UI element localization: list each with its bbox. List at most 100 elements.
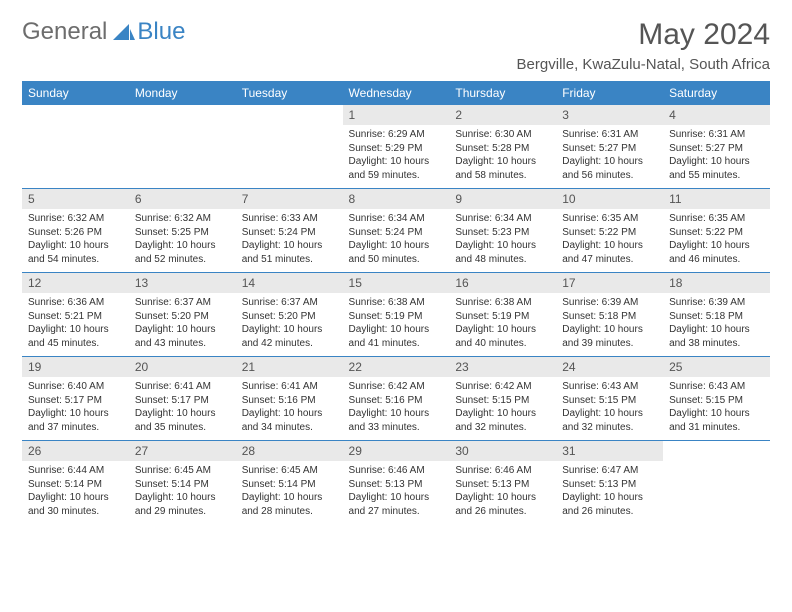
sunrise-text: Sunrise: 6:45 AM <box>242 464 337 478</box>
day-detail-cell: Sunrise: 6:43 AMSunset: 5:15 PMDaylight:… <box>663 377 770 441</box>
daylight-text: Daylight: 10 hours and 41 minutes. <box>349 323 444 350</box>
sunrise-text: Sunrise: 6:36 AM <box>28 296 123 310</box>
weekday-wednesday: Wednesday <box>343 81 450 105</box>
sunrise-text: Sunrise: 6:32 AM <box>135 212 230 226</box>
sunrise-text: Sunrise: 6:34 AM <box>349 212 444 226</box>
day-number-cell: 26 <box>22 441 129 461</box>
day-number-cell: 24 <box>556 357 663 377</box>
day-detail-cell: Sunrise: 6:35 AMSunset: 5:22 PMDaylight:… <box>663 209 770 273</box>
day-number-cell: 27 <box>129 441 236 461</box>
sunrise-text: Sunrise: 6:40 AM <box>28 380 123 394</box>
daylight-text: Daylight: 10 hours and 51 minutes. <box>242 239 337 266</box>
day-number-cell: 8 <box>343 189 450 209</box>
day-detail-cell: Sunrise: 6:32 AMSunset: 5:26 PMDaylight:… <box>22 209 129 273</box>
title-block: May 2024 Bergville, KwaZulu-Natal, South… <box>517 18 770 73</box>
weekday-header: Sunday Monday Tuesday Wednesday Thursday… <box>22 81 770 105</box>
sunset-text: Sunset: 5:14 PM <box>135 478 230 492</box>
day-number-cell: 30 <box>449 441 556 461</box>
sunset-text: Sunset: 5:14 PM <box>242 478 337 492</box>
day-number-cell: 3 <box>556 105 663 125</box>
sunset-text: Sunset: 5:25 PM <box>135 226 230 240</box>
day-detail-cell: Sunrise: 6:39 AMSunset: 5:18 PMDaylight:… <box>556 293 663 357</box>
day-detail-cell <box>22 125 129 189</box>
sunset-text: Sunset: 5:29 PM <box>349 142 444 156</box>
sunrise-text: Sunrise: 6:31 AM <box>562 128 657 142</box>
sunset-text: Sunset: 5:18 PM <box>562 310 657 324</box>
sunset-text: Sunset: 5:15 PM <box>455 394 550 408</box>
sunrise-text: Sunrise: 6:38 AM <box>455 296 550 310</box>
day-detail-cell: Sunrise: 6:38 AMSunset: 5:19 PMDaylight:… <box>343 293 450 357</box>
weekday-saturday: Saturday <box>663 81 770 105</box>
day-number-cell: 25 <box>663 357 770 377</box>
sunrise-text: Sunrise: 6:30 AM <box>455 128 550 142</box>
daylight-text: Daylight: 10 hours and 40 minutes. <box>455 323 550 350</box>
sunrise-text: Sunrise: 6:43 AM <box>562 380 657 394</box>
sunrise-text: Sunrise: 6:46 AM <box>455 464 550 478</box>
day-number-cell: 21 <box>236 357 343 377</box>
sunset-text: Sunset: 5:28 PM <box>455 142 550 156</box>
sunrise-text: Sunrise: 6:35 AM <box>562 212 657 226</box>
day-detail-cell: Sunrise: 6:36 AMSunset: 5:21 PMDaylight:… <box>22 293 129 357</box>
day-detail-cell <box>663 461 770 524</box>
daylight-text: Daylight: 10 hours and 50 minutes. <box>349 239 444 266</box>
day-detail-cell: Sunrise: 6:31 AMSunset: 5:27 PMDaylight:… <box>556 125 663 189</box>
sunrise-text: Sunrise: 6:41 AM <box>242 380 337 394</box>
day-detail-row: Sunrise: 6:44 AMSunset: 5:14 PMDaylight:… <box>22 461 770 524</box>
day-number-cell: 12 <box>22 273 129 293</box>
day-detail-cell: Sunrise: 6:47 AMSunset: 5:13 PMDaylight:… <box>556 461 663 524</box>
day-detail-cell: Sunrise: 6:31 AMSunset: 5:27 PMDaylight:… <box>663 125 770 189</box>
month-title: May 2024 <box>517 18 770 52</box>
day-number-cell: 16 <box>449 273 556 293</box>
day-number-cell <box>663 441 770 461</box>
logo-text-general: General <box>22 18 107 46</box>
sunrise-text: Sunrise: 6:39 AM <box>562 296 657 310</box>
sunset-text: Sunset: 5:14 PM <box>28 478 123 492</box>
sunset-text: Sunset: 5:13 PM <box>562 478 657 492</box>
sunset-text: Sunset: 5:18 PM <box>669 310 764 324</box>
sunrise-text: Sunrise: 6:31 AM <box>669 128 764 142</box>
sunset-text: Sunset: 5:16 PM <box>242 394 337 408</box>
logo: General Blue <box>22 18 185 46</box>
daylight-text: Daylight: 10 hours and 43 minutes. <box>135 323 230 350</box>
day-detail-row: Sunrise: 6:36 AMSunset: 5:21 PMDaylight:… <box>22 293 770 357</box>
daylight-text: Daylight: 10 hours and 56 minutes. <box>562 155 657 182</box>
day-number-row: 19202122232425 <box>22 357 770 377</box>
day-detail-cell: Sunrise: 6:45 AMSunset: 5:14 PMDaylight:… <box>129 461 236 524</box>
day-number-row: 1234 <box>22 105 770 125</box>
daylight-text: Daylight: 10 hours and 32 minutes. <box>562 407 657 434</box>
day-number-cell: 9 <box>449 189 556 209</box>
day-number-cell: 19 <box>22 357 129 377</box>
day-number-cell: 13 <box>129 273 236 293</box>
sunset-text: Sunset: 5:20 PM <box>135 310 230 324</box>
daylight-text: Daylight: 10 hours and 31 minutes. <box>669 407 764 434</box>
sunrise-text: Sunrise: 6:29 AM <box>349 128 444 142</box>
day-detail-cell: Sunrise: 6:41 AMSunset: 5:17 PMDaylight:… <box>129 377 236 441</box>
daylight-text: Daylight: 10 hours and 37 minutes. <box>28 407 123 434</box>
day-number-cell: 22 <box>343 357 450 377</box>
day-number-cell <box>129 105 236 125</box>
sunrise-text: Sunrise: 6:37 AM <box>135 296 230 310</box>
sunrise-text: Sunrise: 6:33 AM <box>242 212 337 226</box>
day-detail-cell: Sunrise: 6:32 AMSunset: 5:25 PMDaylight:… <box>129 209 236 273</box>
sunrise-text: Sunrise: 6:47 AM <box>562 464 657 478</box>
sunrise-text: Sunrise: 6:43 AM <box>669 380 764 394</box>
day-detail-cell: Sunrise: 6:40 AMSunset: 5:17 PMDaylight:… <box>22 377 129 441</box>
weekday-thursday: Thursday <box>449 81 556 105</box>
day-number-cell <box>22 105 129 125</box>
day-detail-cell: Sunrise: 6:30 AMSunset: 5:28 PMDaylight:… <box>449 125 556 189</box>
daylight-text: Daylight: 10 hours and 26 minutes. <box>455 491 550 518</box>
day-number-cell: 18 <box>663 273 770 293</box>
weekday-sunday: Sunday <box>22 81 129 105</box>
header: General Blue May 2024 Bergville, KwaZulu… <box>22 18 770 73</box>
sunset-text: Sunset: 5:17 PM <box>28 394 123 408</box>
day-detail-row: Sunrise: 6:29 AMSunset: 5:29 PM Daylight:… <box>22 125 770 189</box>
sunset-text: Sunset: 5:26 PM <box>28 226 123 240</box>
day-detail-cell: Sunrise: 6:34 AMSunset: 5:23 PMDaylight:… <box>449 209 556 273</box>
sunrise-text: Sunrise: 6:35 AM <box>669 212 764 226</box>
daylight-text: Daylight: 10 hours and 38 minutes. <box>669 323 764 350</box>
weekday-tuesday: Tuesday <box>236 81 343 105</box>
daylight-text: Daylight: 10 hours and 58 minutes. <box>455 155 550 182</box>
daylight-text: Daylight: 10 hours and 30 minutes. <box>28 491 123 518</box>
sunrise-text: Sunrise: 6:42 AM <box>455 380 550 394</box>
sunset-text: Sunset: 5:27 PM <box>669 142 764 156</box>
